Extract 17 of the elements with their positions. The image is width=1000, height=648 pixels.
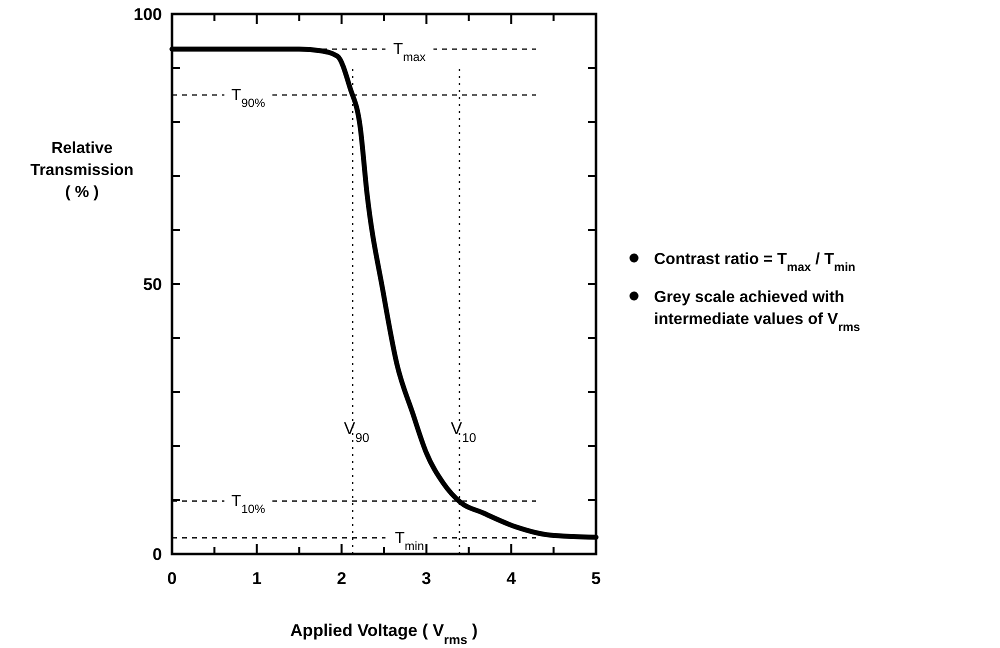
ref-line-label: T$_{90%}$ bbox=[231, 87, 266, 110]
y-tick-label: 50 bbox=[143, 275, 162, 294]
x-tick-label: 3 bbox=[422, 569, 432, 588]
x-tick-label: 2 bbox=[336, 569, 346, 588]
x-axis-title: Applied Voltage ( V$_{rms}$ ) bbox=[290, 621, 478, 646]
text: Contrast ratio = T$_{max}$ / T$_{min}$ bbox=[654, 251, 856, 274]
x-tick-label: 4 bbox=[506, 569, 516, 588]
x-tick-label: 0 bbox=[167, 569, 177, 588]
x-tick-label: 1 bbox=[252, 569, 262, 588]
text: Grey scale achieved with intermediate values of V$_{rms}$ bbox=[654, 289, 860, 334]
y-tick-label: 0 bbox=[152, 545, 162, 564]
ref-line-label: T$_{min}$ bbox=[394, 530, 424, 553]
x-tick-label: 5 bbox=[591, 569, 601, 588]
ref-line-label: T$_{max}$ bbox=[393, 41, 426, 64]
y-axis-title: Relative Transmission ( % ) bbox=[30, 140, 134, 201]
ref-line-label: T$_{10%}$ bbox=[231, 493, 266, 516]
y-tick-label: 100 bbox=[134, 5, 162, 24]
